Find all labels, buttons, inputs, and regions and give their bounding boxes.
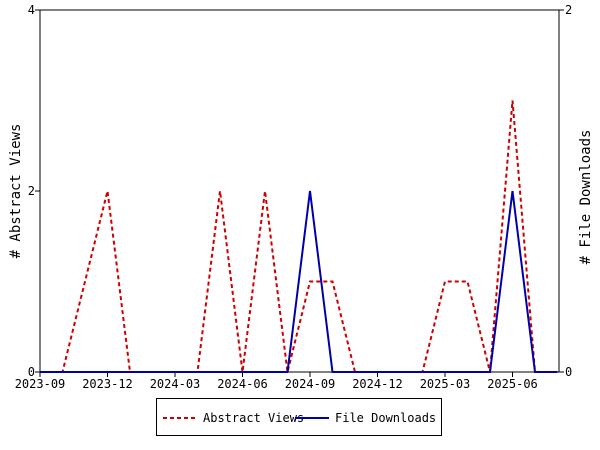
right-y-axis-title: # File Downloads (578, 130, 594, 265)
right-y-tick-label: 2 (565, 3, 572, 17)
series-line-file-downloads (40, 190, 558, 373)
right-y-tick-label: 0 (565, 365, 572, 379)
left-y-axis-title: # Abstract Views (8, 124, 24, 259)
legend-item-abstract-views: Abstract Views (163, 410, 304, 426)
x-tick-label: 2023-09 (15, 377, 66, 391)
series-line-abstract-views (40, 100, 558, 373)
legend-swatch-file-downloads (295, 417, 329, 419)
legend-label-abstract-views: Abstract Views (203, 411, 305, 425)
x-tick-label: 2025-03 (420, 377, 471, 391)
right-y-axis-ticks: 02 (559, 3, 572, 379)
legend-item-file-downloads: File Downloads (295, 410, 436, 426)
legend: Abstract Views File Downloads (156, 398, 442, 436)
x-tick-label: 2024-12 (352, 377, 403, 391)
x-tick-label: 2024-03 (150, 377, 201, 391)
legend-swatch-abstract-views (163, 417, 197, 419)
series-layer (40, 100, 558, 373)
x-tick-label: 2024-09 (285, 377, 336, 391)
left-y-tick-label: 2 (28, 184, 35, 198)
left-y-axis-ticks: 0 2 4 (28, 3, 40, 379)
legend-label-file-downloads: File Downloads (335, 411, 437, 425)
plot-area (39, 9, 560, 373)
x-axis-ticks: 2023-09 2023-12 2024-03 2024-06 2024-09 2024-… (15, 372, 538, 391)
x-tick-label: 2023-12 (82, 377, 133, 391)
left-y-tick-label: 4 (28, 3, 35, 17)
x-tick-label: 2025-06 (487, 377, 538, 391)
x-tick-label: 2024-06 (217, 377, 268, 391)
left-y-tick-label: 0 (28, 365, 35, 379)
